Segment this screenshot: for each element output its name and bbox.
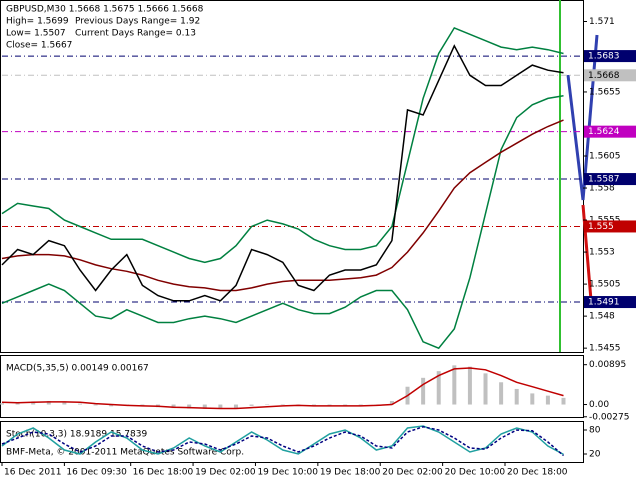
level-label: 1.5624 — [588, 127, 620, 137]
macd-panel — [0, 355, 584, 418]
histogram-bar — [218, 404, 223, 409]
histogram-bar — [436, 371, 441, 405]
series-line — [1, 95, 564, 350]
stoch-label: Stoch(10,3,3) 18.9189 15.7839 — [6, 430, 147, 440]
level-box — [584, 173, 636, 186]
histogram-bar — [358, 404, 363, 406]
histogram-bar — [280, 404, 285, 405]
level-label: 1.555 — [588, 222, 614, 232]
x-tick-label: 16 Dec 2011 — [4, 468, 62, 478]
y-tick-label: 1.571 — [589, 17, 615, 27]
x-tick-label: 16 Dec 09:30 — [66, 468, 127, 478]
histogram-bar — [499, 382, 504, 405]
histogram-bar — [389, 400, 394, 405]
prev-range: Previous Days Range= 1.92 — [75, 17, 200, 27]
series-line — [1, 426, 564, 457]
y-tick-label: 1.558 — [589, 184, 615, 194]
level-label: 1.5683 — [588, 52, 620, 62]
arrow-blue — [566, 34, 599, 201]
y-tick-label: -0.00275 — [589, 412, 629, 422]
histogram-bar — [452, 365, 457, 405]
x-tick-label: 20 Dec 10:00 — [445, 468, 506, 478]
x-tick-label: 16 Dec 18:00 — [133, 468, 194, 478]
series-line — [1, 367, 564, 410]
histogram-bar — [109, 404, 114, 407]
level-label: 1.5587 — [588, 175, 620, 185]
x-tick-label: 19 Dec 10:00 — [257, 468, 318, 478]
histogram-bar — [233, 404, 238, 409]
y-tick-label: 1.5605 — [589, 152, 621, 162]
high: High= 1.5699 — [6, 17, 69, 27]
y-tick-label: 1.5455 — [589, 344, 621, 354]
histogram-bar — [187, 404, 192, 409]
histogram-bar — [530, 393, 535, 405]
level-box — [584, 296, 636, 309]
histogram-bar — [93, 404, 98, 406]
histogram-bar — [483, 373, 488, 405]
level-box — [584, 50, 636, 63]
low: Low= 1.5507 — [6, 29, 66, 39]
series-line — [1, 44, 564, 302]
histogram-bar — [202, 404, 207, 409]
x-tick-label: 20 Dec 02:00 — [382, 468, 443, 478]
level-label: 1.5668 — [588, 71, 620, 81]
macd-label: MACD(5,35,5) 0.00149 0.00167 — [6, 364, 149, 374]
histogram-bar — [249, 404, 254, 406]
close: Close= 1.5667 — [6, 41, 72, 51]
y-tick-label: 1.553 — [589, 248, 615, 258]
series-line — [1, 26, 564, 264]
histogram-bar — [46, 400, 51, 405]
histogram-bar — [514, 388, 519, 405]
histogram-bar — [265, 404, 270, 406]
footer: BMF-Meta, © 2001-2011 MetaQuotes Softwar… — [6, 448, 244, 458]
histogram-bar — [467, 366, 472, 405]
histogram-bar — [62, 401, 67, 405]
price-panel — [0, 0, 584, 353]
level-box — [584, 69, 636, 82]
histogram-bar — [171, 404, 176, 409]
histogram-bar — [0, 403, 4, 405]
histogram-bar — [77, 403, 82, 405]
x-tick-label: 19 Dec 02:00 — [195, 468, 256, 478]
level-label: 1.5491 — [588, 298, 620, 308]
y-tick-label: 0.00 — [589, 400, 609, 410]
histogram-bar — [545, 395, 550, 405]
curr-range: Current Days Range= 0.13 — [75, 29, 196, 39]
series-line — [1, 119, 564, 292]
y-tick-label: 1.548 — [589, 312, 615, 322]
y-tick-label: 20 — [589, 450, 601, 460]
level-box — [584, 125, 636, 138]
y-tick-label: 1.5655 — [589, 87, 621, 97]
histogram-bar — [561, 397, 566, 405]
level-box — [584, 220, 636, 233]
y-tick-label: 1.5505 — [589, 280, 621, 290]
symbol: GBPUSD,M30 1.5668 1.5675 1.5666 1.5668 — [6, 5, 204, 15]
stoch-panel — [0, 421, 584, 463]
histogram-bar — [421, 377, 426, 405]
y-tick-label: 80 — [589, 426, 601, 436]
x-tick-label: 19 Dec 18:00 — [320, 468, 381, 478]
y-tick-label: 0.00895 — [589, 360, 626, 370]
series-line — [1, 425, 564, 456]
x-tick-label: 20 Dec 18:00 — [507, 468, 568, 478]
